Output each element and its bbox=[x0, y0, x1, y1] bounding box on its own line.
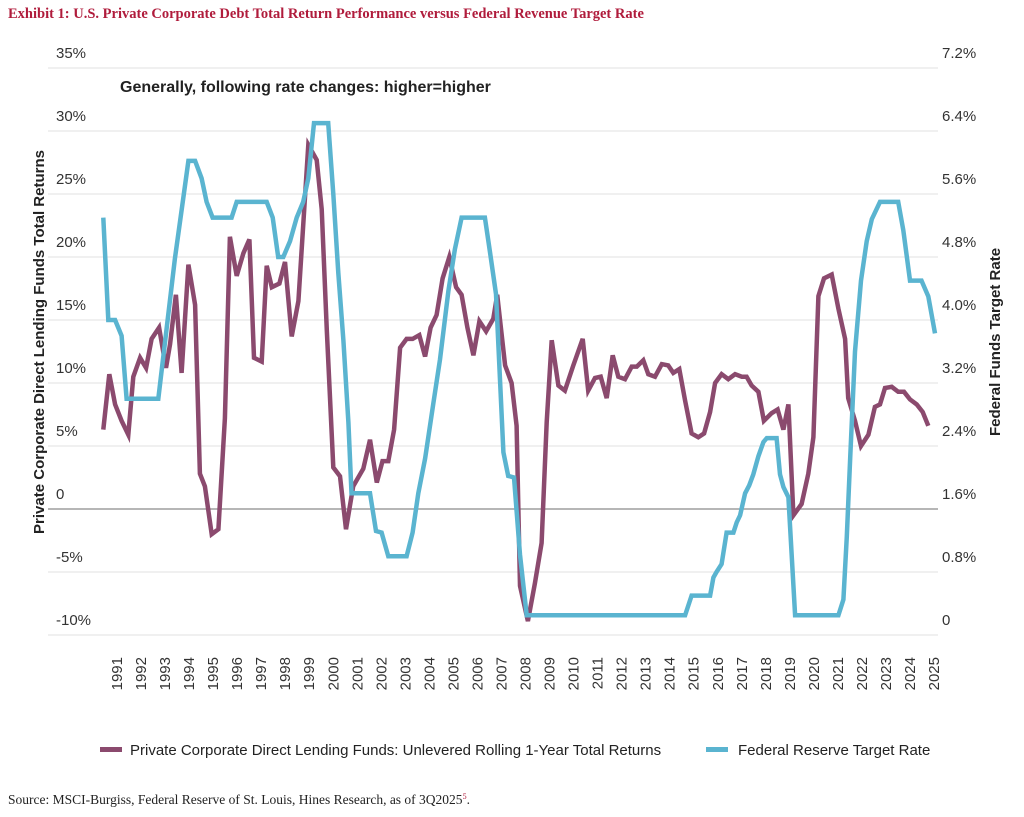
chart-title: Exhibit 1: U.S. Private Corporate Debt T… bbox=[8, 6, 644, 22]
legend-swatch-rate bbox=[706, 747, 728, 752]
chart-annotation: Generally, following rate changes: highe… bbox=[120, 79, 491, 96]
plot-lines bbox=[101, 120, 938, 622]
legend: Private Corporate Direct Lending Funds: … bbox=[100, 742, 930, 759]
rate-series-line bbox=[101, 120, 938, 618]
right-tick-label: 0.8% bbox=[942, 549, 976, 566]
left-tick-label: 25% bbox=[56, 171, 86, 188]
x-tick-label: 2020 bbox=[806, 657, 823, 690]
left-tick-label: -10% bbox=[56, 612, 91, 629]
x-tick-label: 1994 bbox=[181, 657, 198, 690]
legend-label-returns: Private Corporate Direct Lending Funds: … bbox=[130, 742, 661, 759]
right-tick-label: 4.0% bbox=[942, 297, 976, 314]
x-tick-label: 2001 bbox=[349, 657, 366, 690]
x-tick-label: 2002 bbox=[373, 657, 390, 690]
right-tick-label: 1.6% bbox=[942, 486, 976, 503]
x-tick-label: 2021 bbox=[830, 657, 847, 690]
x-tick-label: 2010 bbox=[566, 657, 583, 690]
x-tick-label: 2000 bbox=[325, 657, 342, 690]
x-tick-label: 2022 bbox=[854, 657, 871, 690]
x-tick-label: 2009 bbox=[542, 657, 559, 690]
x-tick-label: 1996 bbox=[229, 657, 246, 690]
x-tick-label: 2011 bbox=[590, 657, 607, 689]
x-tick-label: 2016 bbox=[710, 657, 727, 690]
right-tick-label: 5.6% bbox=[942, 171, 976, 188]
left-tick-label: -5% bbox=[56, 549, 83, 566]
x-tick-label: 2003 bbox=[397, 657, 414, 690]
right-tick-label: 6.4% bbox=[942, 108, 976, 125]
left-tick-label: 30% bbox=[56, 108, 86, 125]
left-tick-label: 35% bbox=[56, 45, 86, 62]
x-tick-label: 2008 bbox=[518, 657, 535, 690]
x-tick-label: 1995 bbox=[205, 657, 222, 690]
right-axis-title: Federal Funds Target Rate bbox=[987, 248, 1004, 436]
x-tick-label: 1992 bbox=[133, 657, 150, 690]
x-tick-label: 2015 bbox=[686, 657, 703, 690]
left-tick-label: 15% bbox=[56, 297, 86, 314]
right-tick-label: 4.8% bbox=[942, 234, 976, 251]
right-tick-label: 7.2% bbox=[942, 45, 976, 62]
x-tick-label: 1991 bbox=[109, 657, 126, 690]
source-footnote: 5 bbox=[463, 792, 467, 801]
legend-swatch-returns bbox=[100, 747, 122, 752]
x-tick-label: 2013 bbox=[638, 657, 655, 690]
x-tick-label: 2012 bbox=[614, 657, 631, 690]
x-tick-label: 2017 bbox=[734, 657, 751, 690]
x-tick-label: 2004 bbox=[421, 657, 438, 690]
x-tick-label: 2023 bbox=[878, 657, 895, 690]
left-tick-label: 20% bbox=[56, 234, 86, 251]
x-axis: 1991 1992 1993 1994 1995 1996 1997 1998 1999 2000… bbox=[109, 657, 943, 690]
x-tick-label: 1998 bbox=[277, 657, 294, 690]
x-tick-label: 2007 bbox=[493, 657, 510, 690]
x-tick-label: 1997 bbox=[253, 657, 270, 690]
x-tick-label: 2025 bbox=[926, 657, 943, 690]
right-axis: 7.2% 6.4% 5.6% 4.8% 4.0% 3.2% 2.4% 1.6% 0.8% 0 bbox=[942, 45, 976, 629]
x-tick-label: 2005 bbox=[445, 657, 462, 690]
left-axis-title: Private Corporate Direct Lending Funds T… bbox=[31, 150, 48, 534]
legend-label-rate: Federal Reserve Target Rate bbox=[738, 742, 930, 759]
right-tick-label: 3.2% bbox=[942, 360, 976, 377]
source-note: Source: MSCI-Burgiss, Federal Reserve of… bbox=[8, 792, 470, 807]
left-tick-label: 0 bbox=[56, 486, 64, 503]
left-tick-label: 5% bbox=[56, 423, 78, 440]
x-tick-label: 1993 bbox=[157, 657, 174, 690]
left-axis: 35% 30% 25% 20% 15% 10% 5% 0 -5% -10% bbox=[56, 45, 91, 629]
x-tick-label: 2006 bbox=[469, 657, 486, 690]
right-tick-label: 0 bbox=[942, 612, 950, 629]
x-tick-label: 1999 bbox=[301, 657, 318, 690]
x-tick-label: 2019 bbox=[782, 657, 799, 690]
x-tick-label: 2024 bbox=[902, 657, 919, 690]
left-tick-label: 10% bbox=[56, 360, 86, 377]
source-text: Source: MSCI-Burgiss, Federal Reserve of… bbox=[8, 792, 463, 807]
x-tick-label: 2018 bbox=[758, 657, 775, 690]
right-tick-label: 2.4% bbox=[942, 423, 976, 440]
x-tick-label: 2014 bbox=[662, 657, 679, 690]
